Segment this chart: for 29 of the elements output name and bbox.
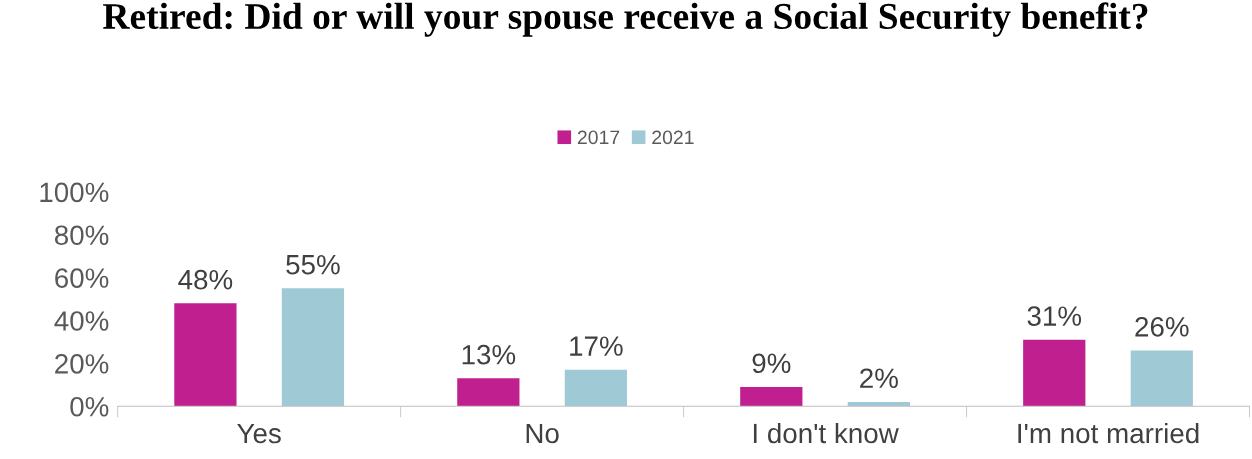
- x-tick-label: I don't know: [753, 422, 899, 444]
- data-label: 17%: [570, 336, 623, 356]
- y-tick-label: 0%: [70, 396, 109, 417]
- data-label: 2%: [860, 368, 898, 388]
- data-label: 9%: [752, 353, 791, 374]
- bar: [174, 303, 237, 407]
- bar: [564, 369, 627, 407]
- bar: [1023, 339, 1086, 407]
- data-label: 48%: [178, 269, 233, 290]
- y-tick-label: 60%: [55, 268, 109, 288]
- bar: [457, 378, 520, 407]
- x-tick-label: No: [526, 423, 559, 444]
- bar: [281, 288, 345, 407]
- data-label: 55%: [286, 254, 340, 275]
- x-tick-label: Yes: [237, 423, 281, 444]
- data-label: 13%: [462, 344, 516, 365]
- legend-label: 2017: [577, 130, 620, 145]
- legend-label: 2021: [652, 130, 694, 145]
- x-tick-label: I'm not married: [1018, 422, 1199, 444]
- y-tick-label: 20%: [55, 354, 109, 374]
- y-tick-label: 80%: [54, 225, 109, 246]
- data-label: 31%: [1027, 306, 1082, 326]
- chart-title: Retired: Did or will your spouse receive a Social Security benefit?: [103, 2, 1148, 37]
- bar: [847, 401, 910, 407]
- y-tick-label: 100%: [40, 182, 109, 203]
- bar: [1130, 350, 1193, 407]
- data-label: 26%: [1135, 316, 1189, 337]
- bar: [740, 386, 803, 407]
- y-tick-label: 40%: [54, 311, 109, 331]
